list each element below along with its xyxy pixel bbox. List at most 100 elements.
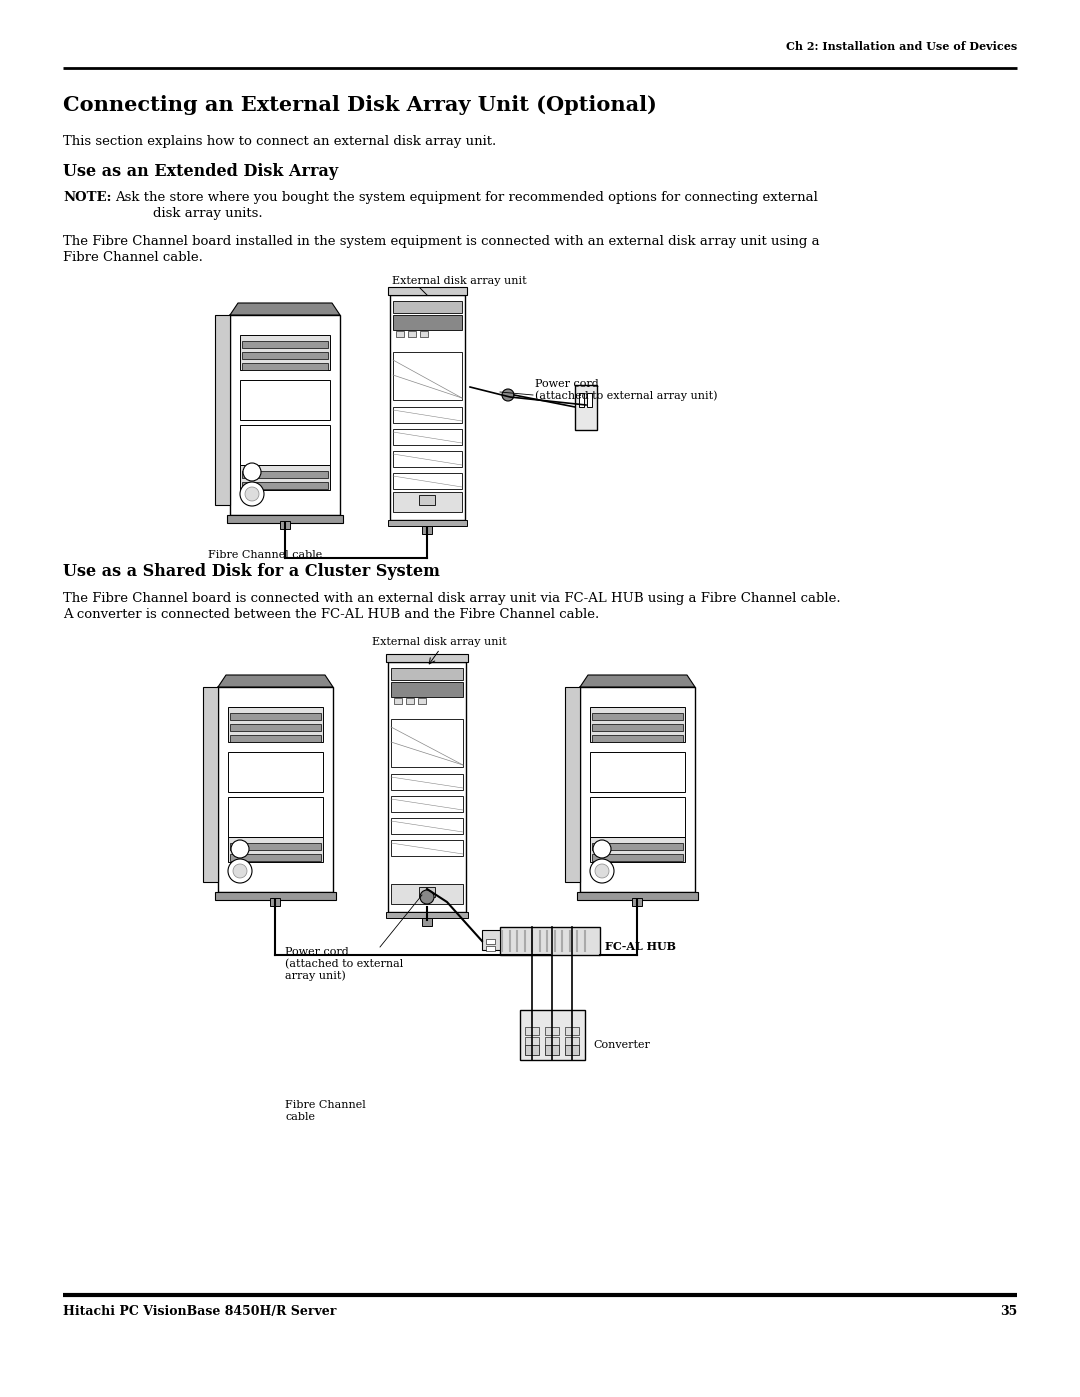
Bar <box>482 930 500 950</box>
Bar <box>565 1037 579 1045</box>
Bar <box>592 735 683 742</box>
Bar <box>393 352 462 400</box>
Text: External disk array unit: External disk array unit <box>372 637 507 647</box>
Bar <box>391 774 463 789</box>
Bar <box>545 1045 559 1055</box>
Circle shape <box>593 840 611 858</box>
Bar <box>419 495 435 504</box>
Bar <box>390 295 465 520</box>
Circle shape <box>243 462 261 481</box>
Text: External disk array unit: External disk array unit <box>392 277 527 286</box>
Text: Power cord
(attached to external array unit): Power cord (attached to external array u… <box>535 379 717 401</box>
Text: disk array units.: disk array units. <box>153 207 262 219</box>
Bar <box>408 331 416 337</box>
Polygon shape <box>580 675 696 687</box>
Bar <box>422 918 432 926</box>
Circle shape <box>502 388 514 401</box>
Circle shape <box>233 863 247 877</box>
Polygon shape <box>218 675 333 687</box>
Bar <box>590 707 685 742</box>
Bar <box>230 842 321 849</box>
Text: Hitachi PC VisionBase 8450H/R Server: Hitachi PC VisionBase 8450H/R Server <box>63 1305 336 1317</box>
Polygon shape <box>230 303 340 314</box>
Circle shape <box>595 863 609 877</box>
Bar <box>592 854 683 861</box>
Text: Ask the store where you bought the system equipment for recommended options for : Ask the store where you bought the syste… <box>114 191 818 204</box>
Bar <box>545 1027 559 1035</box>
Bar <box>396 331 404 337</box>
Bar <box>240 335 330 370</box>
Bar <box>280 521 291 529</box>
Bar <box>525 1045 539 1055</box>
Text: Use as a Shared Disk for a Cluster System: Use as a Shared Disk for a Cluster Syste… <box>63 563 440 580</box>
Bar <box>270 898 280 907</box>
Bar <box>486 939 495 944</box>
Bar <box>242 352 328 359</box>
Bar <box>391 682 463 697</box>
Bar <box>590 837 685 862</box>
Bar <box>577 893 698 900</box>
Bar <box>394 698 402 704</box>
Circle shape <box>231 840 249 858</box>
Bar <box>575 386 597 430</box>
Bar <box>230 314 340 515</box>
Text: NOTE:: NOTE: <box>63 191 111 204</box>
Bar <box>388 286 467 295</box>
Bar <box>215 314 230 504</box>
Text: Power cord
(attached to external
array unit): Power cord (attached to external array u… <box>285 947 403 981</box>
Bar <box>242 341 328 348</box>
Bar <box>242 471 328 478</box>
Bar <box>242 363 328 370</box>
Bar <box>419 887 435 897</box>
Bar <box>227 515 343 522</box>
Bar <box>632 898 642 907</box>
Bar <box>391 668 463 680</box>
Text: The Fibre Channel board installed in the system equipment is connected with an e: The Fibre Channel board installed in the… <box>63 235 820 249</box>
Bar <box>388 662 465 912</box>
Bar <box>590 798 685 837</box>
Text: Fibre Channel cable.: Fibre Channel cable. <box>63 251 203 264</box>
Text: Converter: Converter <box>593 1039 650 1051</box>
Bar <box>525 1027 539 1035</box>
Bar <box>393 451 462 467</box>
Bar <box>240 425 330 465</box>
Bar <box>565 1027 579 1035</box>
Text: This section explains how to connect an external disk array unit.: This section explains how to connect an … <box>63 136 496 148</box>
Bar <box>228 837 323 862</box>
Bar <box>203 687 218 882</box>
Bar <box>240 465 330 490</box>
Text: Fibre Channel
cable: Fibre Channel cable <box>285 1099 366 1122</box>
Bar <box>592 712 683 719</box>
Bar <box>393 407 462 423</box>
Text: Connecting an External Disk Array Unit (Optional): Connecting an External Disk Array Unit (… <box>63 95 657 115</box>
Bar <box>386 912 468 918</box>
Bar <box>590 752 685 792</box>
Bar <box>588 393 592 407</box>
Bar <box>391 719 463 767</box>
Bar <box>545 1037 559 1045</box>
Bar <box>230 735 321 742</box>
Circle shape <box>245 488 259 502</box>
Text: FC-AL HUB: FC-AL HUB <box>605 940 676 951</box>
Bar <box>422 527 432 534</box>
Bar <box>386 654 468 662</box>
Bar <box>579 393 584 407</box>
Bar <box>228 752 323 792</box>
Bar <box>391 884 463 904</box>
Bar <box>230 854 321 861</box>
Bar <box>393 492 462 511</box>
Bar <box>218 687 333 893</box>
Bar <box>592 842 683 849</box>
Bar <box>215 893 336 900</box>
Bar <box>240 380 330 420</box>
Bar <box>228 798 323 837</box>
Bar <box>500 928 600 956</box>
Circle shape <box>240 482 264 506</box>
Bar <box>230 712 321 719</box>
Bar <box>230 724 321 731</box>
Bar <box>242 482 328 489</box>
Text: A converter is connected between the FC-AL HUB and the Fibre Channel cable.: A converter is connected between the FC-… <box>63 608 599 622</box>
Bar <box>393 429 462 446</box>
Bar <box>388 520 467 527</box>
Bar <box>393 300 462 313</box>
